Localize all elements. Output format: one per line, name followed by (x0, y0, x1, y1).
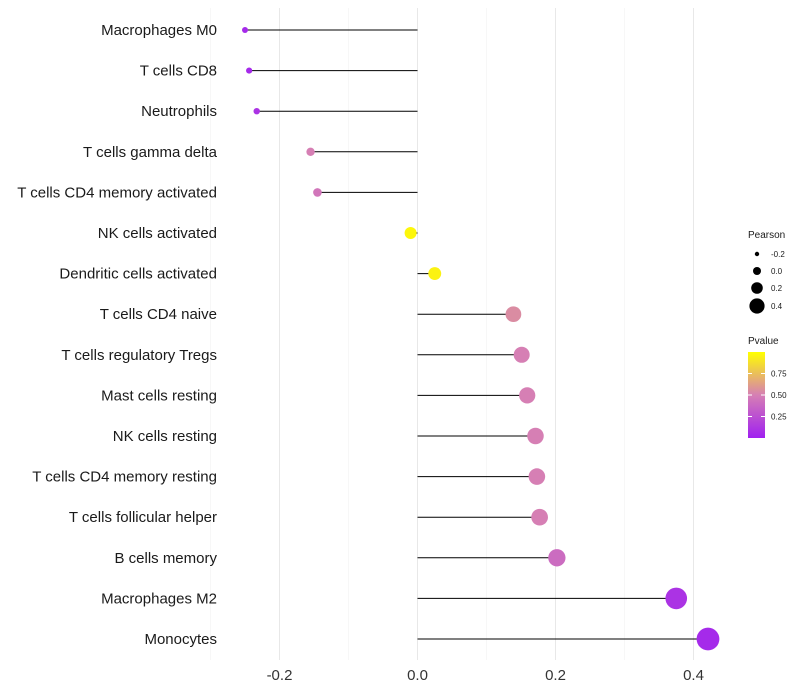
x-axis-ticks: -0.2 0.0 0.2 0.4 (267, 667, 704, 684)
x-tick-label: -0.2 (267, 667, 293, 684)
category-label: NK cells activated (98, 225, 217, 242)
x-tick-label: 0.0 (407, 667, 428, 684)
pvalue-colorbar (748, 352, 765, 438)
size-legend-dot (754, 251, 760, 257)
category-label: Monocytes (144, 631, 217, 648)
x-tick-label: 0.4 (683, 667, 704, 684)
category-label: T cells regulatory Tregs (61, 347, 217, 364)
stem-layer (245, 29, 708, 640)
size-legend-label: 0.4 (771, 302, 783, 311)
size-legend-label: 0.0 (771, 267, 783, 276)
lollipop-dot (528, 468, 546, 485)
pvalue-color-legend: Pvalue 0.25 0.50 0.75 (748, 336, 787, 438)
lollipop-dot (428, 267, 442, 281)
lollipop-dot (696, 627, 720, 651)
category-label: T cells follicular helper (69, 509, 217, 526)
lollipop-dot (548, 549, 566, 567)
category-label: NK cells resting (113, 428, 217, 445)
colorbar-label: 0.75 (771, 370, 787, 379)
colorbar-label: 0.25 (771, 413, 787, 422)
category-label: T cells CD4 memory resting (32, 469, 217, 486)
category-label: B cells memory (114, 550, 217, 567)
lollipop-dot (505, 306, 522, 323)
category-label: T cells gamma delta (83, 144, 218, 161)
y-axis-labels: Macrophages M0 T cells CD8 Neutrophils T ce… (17, 22, 217, 648)
lollipop-dot (527, 427, 544, 445)
category-label: Mast cells resting (101, 387, 217, 404)
lollipop-dot (531, 508, 548, 526)
size-legend-label: 0.2 (771, 284, 783, 293)
lollipop-dot (665, 587, 688, 610)
size-legend-title: Pearson (748, 230, 785, 241)
category-label: T cells CD4 naive (100, 306, 217, 323)
lollipop-dot (242, 27, 248, 33)
category-label: Macrophages M2 (101, 590, 217, 607)
lollipop-dot (313, 188, 322, 197)
lollipop-dot (306, 147, 315, 156)
lollipop-dot (513, 346, 530, 363)
lollipop-dot (519, 387, 536, 404)
category-label: T cells CD8 (140, 63, 217, 80)
lollipop-dot (246, 67, 253, 74)
size-legend-dot (749, 298, 765, 314)
dot-layer (242, 27, 720, 651)
category-label: Dendritic cells activated (59, 266, 217, 283)
category-label: Neutrophils (141, 103, 217, 120)
category-label: Macrophages M0 (101, 22, 217, 39)
size-legend-label: -0.2 (771, 250, 785, 259)
colorbar-label: 0.50 (771, 391, 787, 400)
x-tick-label: 0.2 (545, 667, 566, 684)
color-legend-title: Pvalue (748, 336, 779, 347)
size-legend-dot (753, 267, 761, 275)
grid-layer (210, 8, 694, 660)
lollipop-dot (253, 107, 260, 115)
category-label: T cells CD4 memory activated (17, 184, 217, 201)
size-legend-dot (751, 282, 763, 294)
pearson-size-legend: Pearson -0.2 0.0 0.2 0.4 (748, 230, 785, 314)
lollipop-dot (404, 227, 417, 239)
